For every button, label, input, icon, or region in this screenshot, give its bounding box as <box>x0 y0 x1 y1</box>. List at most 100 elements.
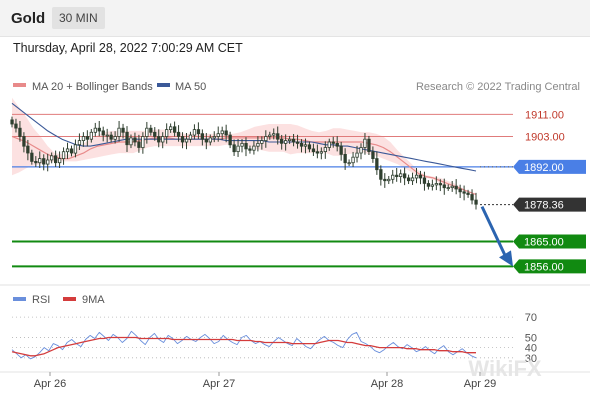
candle-body <box>34 160 38 164</box>
candle-body <box>375 158 379 171</box>
candle-body <box>196 129 201 135</box>
candle-body <box>26 145 30 154</box>
candle-body <box>383 178 387 182</box>
candle-body <box>220 130 224 135</box>
level-tag-bg <box>513 159 586 174</box>
candle-body <box>133 137 137 143</box>
candle-body <box>264 136 268 141</box>
timeframe-button[interactable]: 30 MIN <box>52 7 105 29</box>
candle-body <box>371 151 375 159</box>
candle-body <box>307 144 312 150</box>
ma20-legend-swatch <box>13 83 26 87</box>
ma20-legend-label: MA 20 + Bollinger Bands <box>32 81 153 93</box>
x-tick-label: Apr 27 <box>203 378 235 390</box>
level-tag-label: 1892.00 <box>524 162 564 174</box>
price-levels <box>12 113 513 268</box>
candle-body <box>101 130 105 136</box>
candle-body <box>172 126 177 133</box>
level-label-1903.00: 1903.00 <box>525 131 565 143</box>
x-tick-label: Apr 29 <box>464 378 496 390</box>
candle-body <box>319 151 324 154</box>
candle-body <box>65 148 70 153</box>
candle-body <box>81 136 86 141</box>
candle-body <box>434 183 439 186</box>
rsi-tick-40: 40 <box>525 343 537 355</box>
candle-body <box>161 136 165 143</box>
candle-body <box>77 140 82 146</box>
candle-body <box>291 138 296 143</box>
candle-body <box>395 174 399 177</box>
candle-body <box>69 148 74 154</box>
candle-body <box>402 173 407 179</box>
candle-body <box>418 174 423 179</box>
candle-body <box>137 141 141 148</box>
level-tag-label: 1865.00 <box>524 237 564 249</box>
candle-body <box>61 151 66 159</box>
candle-body <box>283 140 288 144</box>
candle-body <box>216 133 220 137</box>
candle-body <box>422 177 427 184</box>
forecast-arrow-head <box>499 250 513 267</box>
candle-body <box>260 140 264 144</box>
candle-body <box>470 194 474 201</box>
candle-body <box>438 183 443 186</box>
candle-body <box>462 191 466 194</box>
candle-body <box>466 192 470 195</box>
bollinger-band-area <box>12 97 476 195</box>
candle-body <box>252 145 256 151</box>
candle-body <box>450 185 454 188</box>
candle-body <box>224 130 228 136</box>
forecast-arrow-shaft <box>480 205 508 259</box>
ma50-legend-swatch <box>157 83 170 87</box>
rsi-tick-70: 70 <box>525 312 537 324</box>
rsi-legend-label: RSI <box>32 294 50 306</box>
candle-body <box>335 142 339 147</box>
candle-body <box>244 142 248 150</box>
candle-body <box>93 127 97 133</box>
candle-body <box>406 177 411 182</box>
candle-body <box>121 127 125 133</box>
candle-body <box>141 136 145 149</box>
candle-body <box>379 169 383 180</box>
candle-body <box>149 127 153 133</box>
candle-body <box>164 129 169 137</box>
candle-body <box>30 152 34 162</box>
x-tick-label: Apr 26 <box>34 378 66 390</box>
candle-body <box>212 136 216 139</box>
candle-body <box>430 184 435 187</box>
candle-body <box>46 159 50 165</box>
candle-body <box>89 131 93 140</box>
candle-body <box>458 188 462 193</box>
level-tag-1865.00: 1865.00 <box>513 234 586 249</box>
candle-body <box>248 148 252 151</box>
rsi-ma-legend-label: 9MA <box>82 294 105 306</box>
candle-body <box>414 174 419 179</box>
ma50-legend-label: MA 50 <box>175 81 206 93</box>
candle-body <box>410 177 415 182</box>
candle-body <box>129 137 133 146</box>
candle-body <box>204 138 209 143</box>
candle-body <box>272 133 276 136</box>
candle-body <box>54 155 58 164</box>
candle-body <box>391 174 395 180</box>
candle-body <box>168 126 173 131</box>
chart-toolbar: Gold 30 MIN <box>0 0 590 37</box>
candle-body <box>351 156 355 164</box>
candle-body <box>347 162 351 165</box>
candle-body <box>85 136 89 140</box>
level-tag-1856.00: 1856.00 <box>513 259 586 274</box>
candle-body <box>200 133 205 140</box>
candles <box>10 116 478 210</box>
candle-body <box>398 173 403 178</box>
candle-body <box>50 155 54 161</box>
rsi-legend-swatch <box>13 297 26 301</box>
candle-body <box>58 158 62 164</box>
candle-body <box>232 144 236 153</box>
candle-body <box>180 136 185 143</box>
forecast-arrow <box>480 166 513 267</box>
candle-body <box>117 127 121 137</box>
rsi-ma-line <box>11 336 476 357</box>
candle-body <box>18 127 22 137</box>
moving-averages <box>11 102 477 196</box>
